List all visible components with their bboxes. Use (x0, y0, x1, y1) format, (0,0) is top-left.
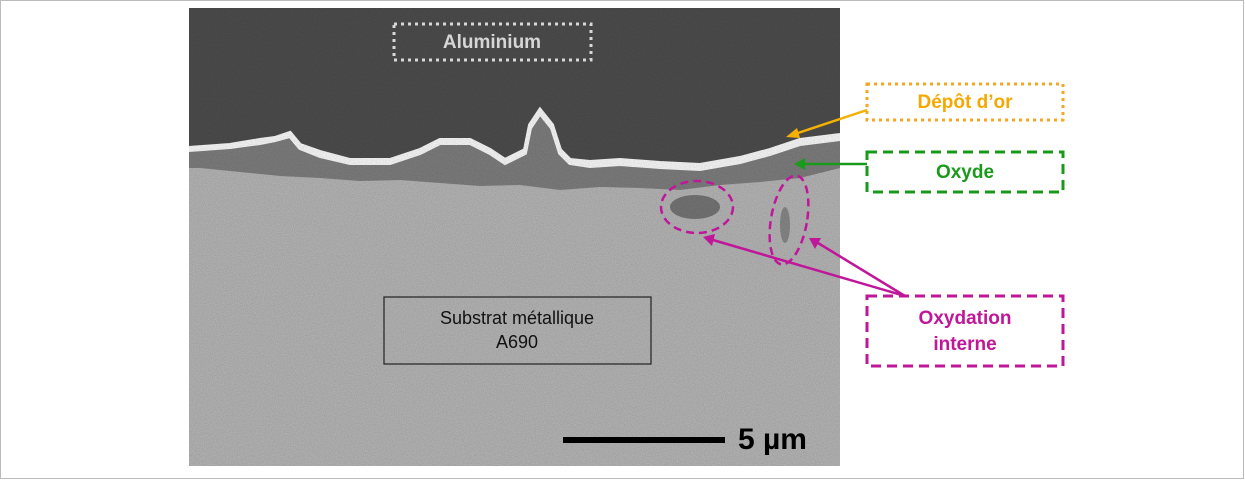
substrate-label: A690 (496, 332, 538, 352)
texture (189, 8, 840, 466)
oxide-label: Oxyde (936, 162, 994, 183)
figure: Aluminium Substrat métallique A690 5 µm … (0, 0, 1245, 480)
micrograph (189, 8, 840, 466)
internal-oxidation-label: interne (933, 334, 996, 355)
scale-label: 5 µm (738, 423, 807, 456)
aluminium-label: Aluminium (443, 32, 541, 53)
internal-oxidation-label: Oxydation (919, 308, 1012, 329)
gold-label: Dépôt d’or (918, 92, 1014, 113)
substrate-label: Substrat métallique (440, 308, 594, 328)
